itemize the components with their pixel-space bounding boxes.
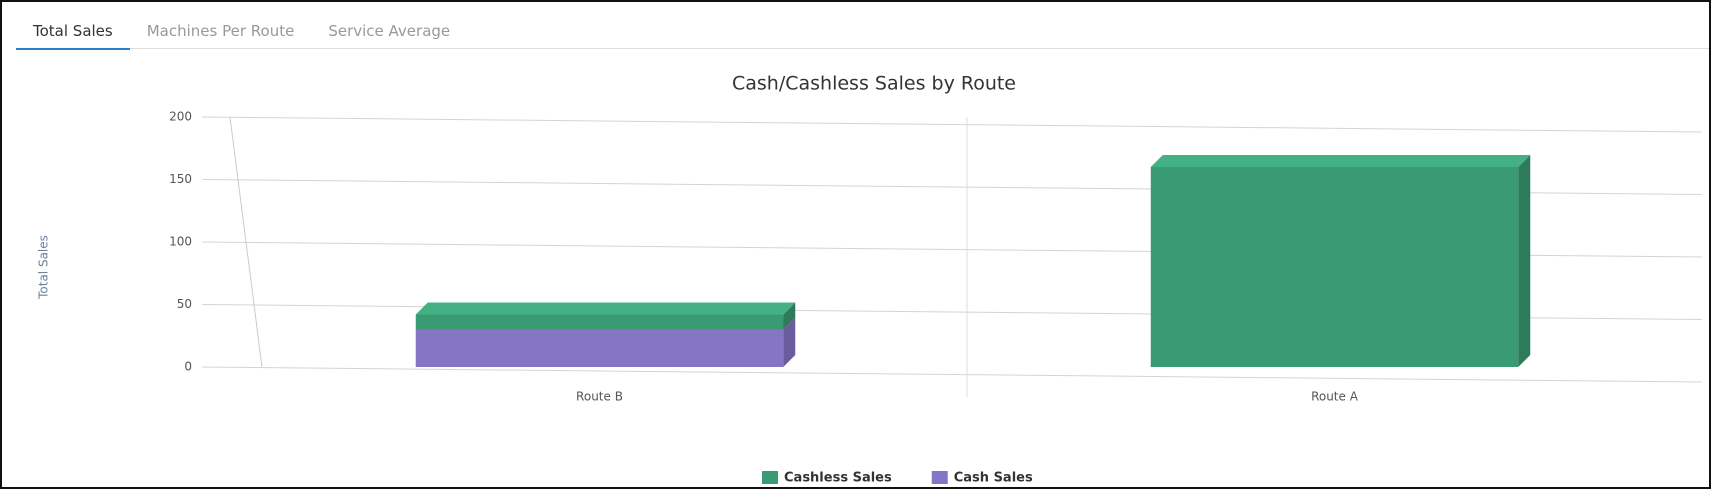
tab[interactable]: Total Sales: [16, 2, 130, 50]
tab[interactable]: Service Average: [328, 22, 451, 40]
grid-line: [201, 366, 1703, 383]
tab[interactable]: Machines Per Route: [146, 22, 295, 40]
y-tick-label: 50: [177, 297, 192, 311]
y-axis-label: Total Sales: [37, 235, 51, 300]
x-tick-label: Route B: [576, 390, 623, 404]
bar-segment: [415, 314, 784, 330]
legend-label: Cash Sales: [954, 471, 1033, 486]
bar-top: [1150, 155, 1531, 167]
bar-side: [783, 317, 796, 367]
axis-line: [229, 116, 263, 368]
bar-side: [1518, 155, 1531, 367]
x-tick-label: Route A: [1311, 390, 1359, 404]
bar-segment: [1150, 167, 1519, 367]
legend-swatch: [762, 471, 778, 484]
y-tick-label: 150: [169, 172, 192, 186]
tab-bar: Total Sales Machines Per Route Service A…: [16, 2, 1709, 50]
bar-segment: [415, 329, 784, 367]
y-tick-label: 100: [169, 235, 192, 249]
chart-title: Cash/Cashless Sales by Route: [732, 73, 1016, 95]
grid-line: [201, 116, 1703, 133]
bar-top: [415, 302, 796, 315]
legend-label: Cashless Sales: [784, 471, 892, 486]
y-tick-label: 200: [169, 110, 192, 124]
bar-side: [783, 302, 796, 330]
y-tick-label: 0: [184, 360, 192, 374]
legend-swatch: [931, 471, 948, 484]
